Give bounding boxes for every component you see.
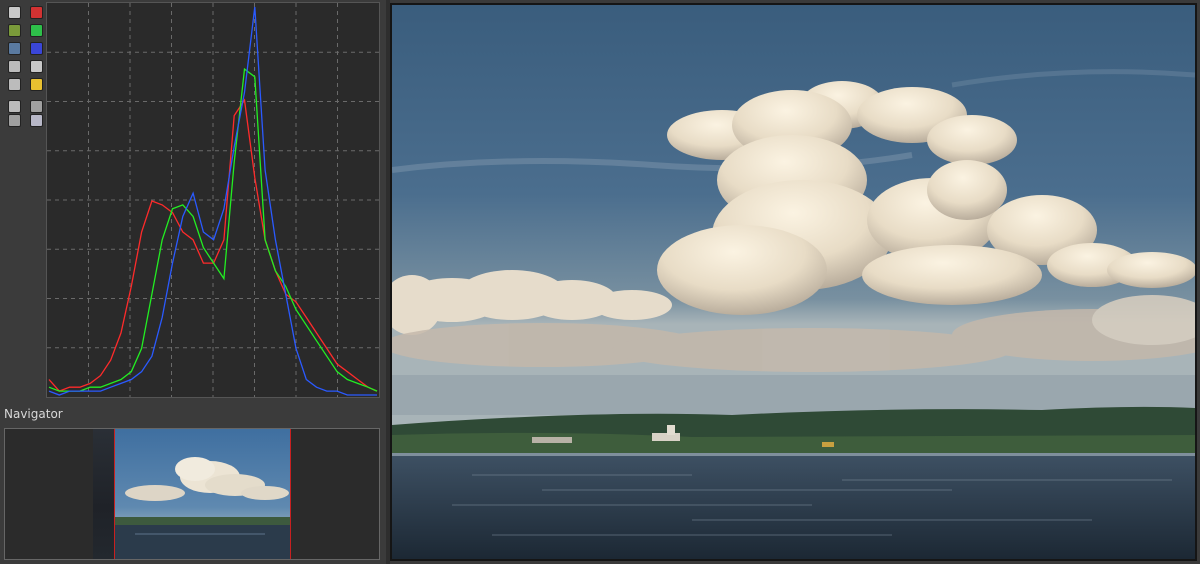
rgb-mode-alt-icon[interactable] xyxy=(8,42,21,55)
luminance-toggle[interactable] xyxy=(30,60,43,73)
navigator-title: Navigator xyxy=(4,407,63,421)
green-channel-curve xyxy=(48,67,378,392)
bar-mode-icon[interactable] xyxy=(8,114,21,127)
navigator-panel[interactable] xyxy=(4,428,380,560)
red-channel-toggle[interactable] xyxy=(30,6,43,19)
histogram-plot xyxy=(47,3,379,397)
blue-channel-curve xyxy=(48,6,377,396)
green-channel-toggle[interactable] xyxy=(30,24,43,37)
scope-icon[interactable] xyxy=(8,100,21,113)
raw-icon[interactable] xyxy=(8,78,21,91)
gradient-bar-icon[interactable] xyxy=(30,100,43,113)
navigator-offscreen-area xyxy=(93,429,115,559)
rgb-mode-icon[interactable] xyxy=(8,24,21,37)
blue-channel-toggle[interactable] xyxy=(30,42,43,55)
panel-divider[interactable] xyxy=(386,0,390,564)
histogram-toolbar xyxy=(2,2,46,142)
histogram xyxy=(46,2,380,398)
yellow-toggle[interactable] xyxy=(30,78,43,91)
rgb-bar-icon[interactable] xyxy=(30,114,43,127)
luminance-mode-icon[interactable] xyxy=(8,6,21,19)
navigator-viewport-frame[interactable] xyxy=(114,429,291,559)
left-panel: Navigator xyxy=(0,0,386,564)
preview-image xyxy=(392,5,1195,559)
chroma-icon[interactable] xyxy=(8,60,21,73)
navigator-thumbnail xyxy=(115,429,291,559)
image-preview[interactable] xyxy=(390,3,1197,561)
